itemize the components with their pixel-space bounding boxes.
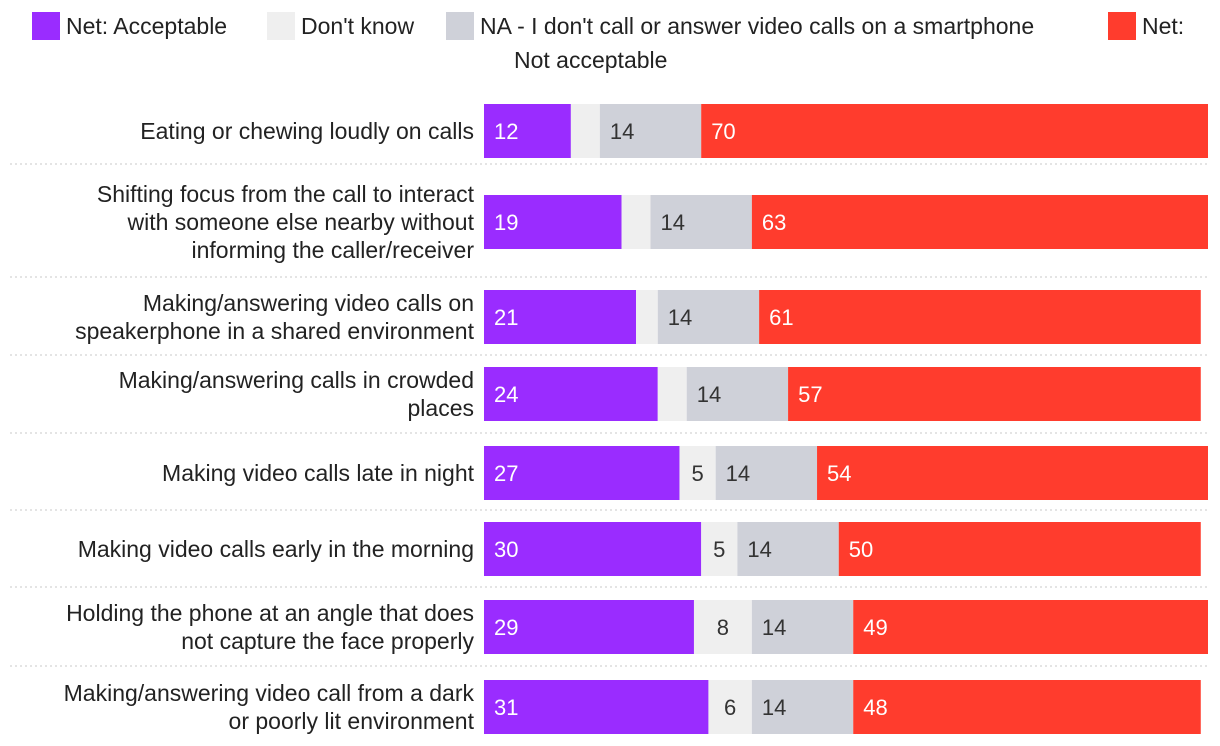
legend-label-na: NA - I don't call or answer video calls …: [480, 12, 1035, 39]
data-label: 50: [849, 537, 873, 562]
legend-item-acceptable: Net: Acceptable: [32, 11, 227, 41]
bar-segment: [599, 104, 702, 158]
data-label: 14: [762, 695, 786, 720]
bar-segment: [484, 367, 658, 421]
bar-segment: [708, 680, 752, 734]
data-label: 5: [691, 461, 703, 486]
category-label: Making video calls early in the morning: [78, 536, 474, 562]
bar-segment: [484, 290, 637, 344]
bar-segment: [817, 446, 1208, 500]
category-label: Eating or chewing loudly on calls: [140, 118, 474, 144]
category-label: speakerphone in a shared environment: [75, 318, 475, 344]
category-label: places: [408, 395, 474, 421]
category-label: Making/answering video calls on: [143, 290, 474, 316]
bar-segment: [838, 522, 1201, 576]
data-label: 24: [494, 382, 518, 407]
data-label: 8: [717, 615, 729, 640]
data-label: 14: [747, 537, 771, 562]
data-label: 63: [762, 210, 786, 235]
bar-segment: [701, 522, 738, 576]
data-label: 5: [713, 537, 725, 562]
data-label: 12: [494, 119, 518, 144]
category-label: Making/answering calls in crowded: [119, 367, 474, 393]
legend-swatch-not-acceptable: [1108, 12, 1136, 40]
bar-segment: [657, 290, 760, 344]
legend-label-not-acceptable-cont: Not acceptable: [514, 47, 668, 73]
data-label: 57: [798, 382, 822, 407]
bar-segment: [484, 104, 571, 158]
bar-segment: [621, 195, 651, 249]
bar-segment: [484, 446, 680, 500]
bar-segment: [853, 680, 1201, 734]
bar-segment: [657, 367, 687, 421]
legend-label-acceptable: Net: Acceptable: [66, 12, 228, 39]
category-label: Shifting focus from the call to interact: [97, 181, 475, 207]
bar-segment: [693, 600, 752, 654]
data-label: 54: [827, 461, 851, 486]
bar-segment: [636, 290, 658, 344]
legend-swatch-acceptable: [32, 12, 60, 40]
data-label: 14: [661, 210, 685, 235]
bar-segment: [484, 600, 694, 654]
data-label: 27: [494, 461, 518, 486]
chart-legend: Net: Acceptable Don't know NA - I don't …: [0, 0, 1220, 90]
data-label: 30: [494, 537, 518, 562]
bar-segment: [650, 195, 752, 249]
data-label: 19: [494, 210, 518, 235]
category-label: Making/answering video call from a dark: [64, 680, 475, 706]
bar-segment: [751, 195, 1208, 249]
legend-swatch-dont-know: [267, 12, 295, 40]
category-label: informing the caller/receiver: [191, 237, 474, 263]
bar-segment: [788, 367, 1201, 421]
data-label: 49: [863, 615, 887, 640]
bar-segment: [686, 367, 789, 421]
legend-item-not-acceptable: Net:: [1108, 11, 1184, 41]
bar-segment: [737, 522, 839, 576]
bar-segment: [751, 600, 854, 654]
bar-segment: [484, 195, 622, 249]
bar-segment: [484, 522, 702, 576]
data-label: 48: [863, 695, 887, 720]
legend-swatch-na: [446, 12, 474, 40]
legend-item-dont-know: Don't know: [267, 11, 414, 41]
bar-segment: [570, 104, 600, 158]
bar-segment: [853, 600, 1208, 654]
data-label: 14: [762, 615, 786, 640]
category-label: Holding the phone at an angle that does: [66, 600, 474, 626]
data-label: 14: [610, 119, 634, 144]
bar-segment: [484, 680, 709, 734]
data-label: 14: [697, 382, 721, 407]
bar-segment: [759, 290, 1201, 344]
category-label: or poorly lit environment: [229, 708, 475, 734]
legend-label-not-acceptable: Net:: [1142, 12, 1185, 39]
data-label: 29: [494, 615, 518, 640]
data-label: 6: [724, 695, 736, 720]
data-label: 61: [769, 305, 793, 330]
category-label: with someone else nearby without: [127, 209, 475, 235]
data-label: 14: [726, 461, 750, 486]
data-label: 14: [668, 305, 692, 330]
data-label: 21: [494, 305, 518, 330]
bar-segment: [751, 680, 854, 734]
data-label: 31: [494, 695, 518, 720]
bar-segment: [679, 446, 716, 500]
bar-segment: [701, 104, 1208, 158]
legend-label-dont-know: Don't know: [301, 12, 415, 39]
legend-item-na: NA - I don't call or answer video calls …: [446, 11, 1034, 41]
bar-segment: [715, 446, 818, 500]
data-label: 70: [711, 119, 735, 144]
category-label: not capture the face properly: [181, 628, 474, 654]
category-label: Making video calls late in night: [162, 460, 475, 486]
